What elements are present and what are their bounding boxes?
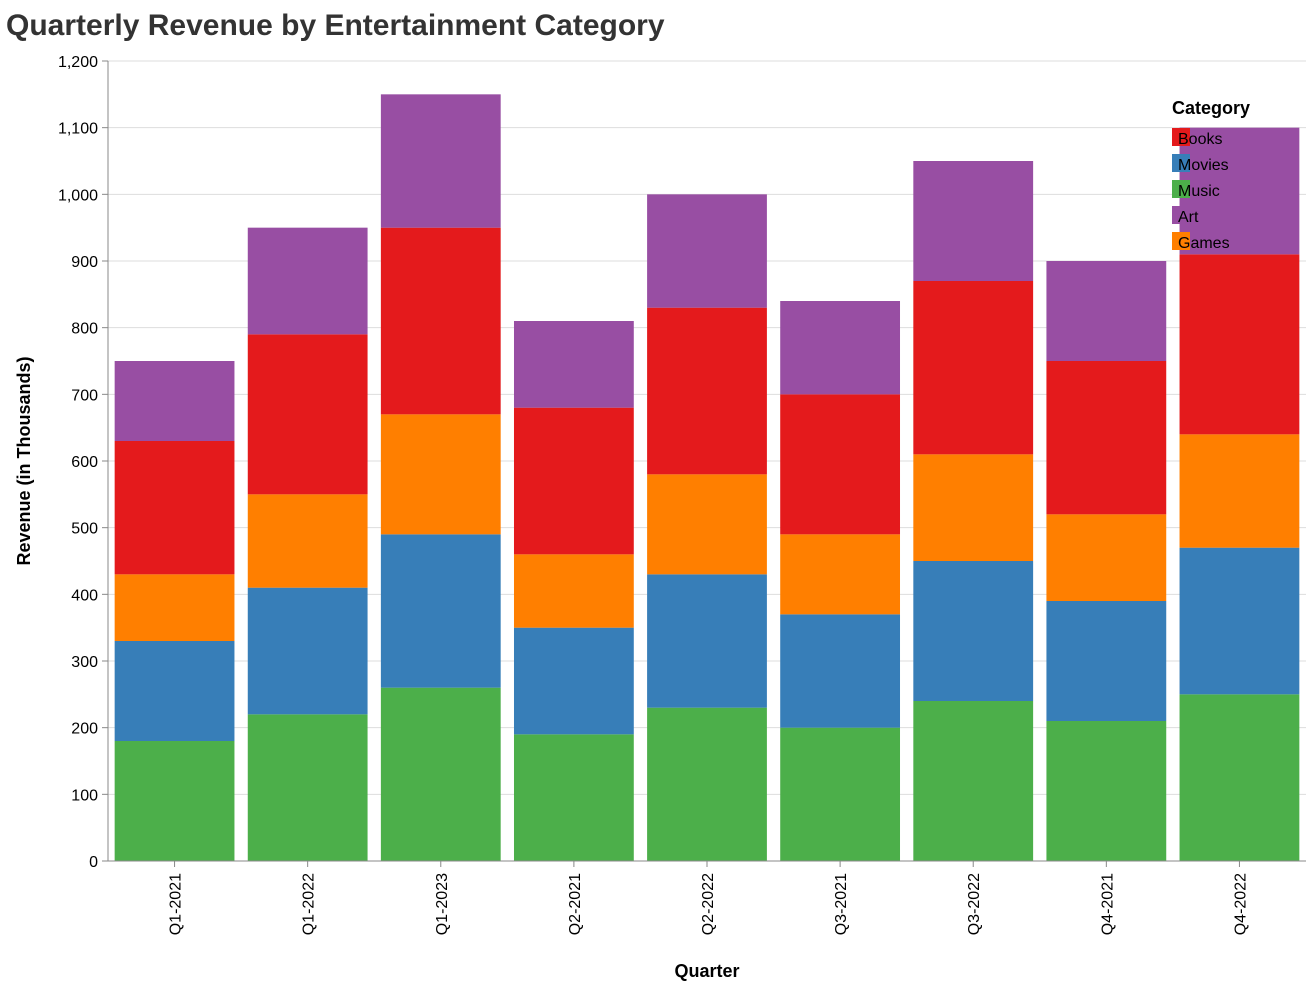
y-tick-label: 800 — [71, 321, 98, 338]
legend-swatch-games — [1172, 232, 1190, 250]
bar-movies — [647, 574, 767, 708]
bar-books — [780, 394, 901, 535]
y-tick-label: 1,000 — [58, 187, 98, 204]
bar-books — [247, 334, 368, 495]
x-tick-label: Q3-2021 — [833, 873, 850, 935]
bar-music — [114, 741, 235, 861]
bar-movies — [247, 587, 368, 715]
bar-movies — [1179, 547, 1300, 695]
y-tick-label: 1,100 — [58, 121, 98, 138]
y-tick-label: 0 — [89, 854, 98, 871]
legend-label-music: Music — [1178, 183, 1220, 200]
bar-books — [1046, 361, 1167, 515]
y-tick-label: 600 — [71, 454, 98, 471]
y-tick-label: 500 — [71, 521, 98, 538]
x-tick-label: Q2-2021 — [567, 873, 584, 935]
bar-games — [513, 554, 634, 628]
bar-books — [114, 441, 235, 575]
bar-books — [913, 281, 1034, 455]
legend-title: Category — [1172, 98, 1250, 118]
bar-games — [780, 534, 901, 615]
bar-books — [380, 227, 501, 415]
bar-movies — [114, 641, 235, 741]
y-axis-title: Revenue (in Thousands) — [14, 356, 34, 565]
x-axis-title: Quarter — [674, 961, 739, 981]
legend: Category Books Movies Music Art Games — [1172, 98, 1250, 252]
bar-music — [913, 701, 1034, 861]
legend-label-books: Books — [1178, 131, 1222, 148]
x-tick-label: Q2-2022 — [700, 873, 717, 935]
bar-music — [247, 714, 368, 861]
bar-movies — [380, 534, 501, 688]
bar-games — [647, 474, 767, 575]
bar-music — [513, 734, 634, 861]
bar-art — [380, 94, 501, 228]
bar-music — [1046, 721, 1167, 861]
y-tick-label: 700 — [71, 387, 98, 404]
y-tick-label: 200 — [71, 721, 98, 738]
x-axis-ticks: Q1-2021 Q1-2022 Q1-2023 Q2-2021 Q2-2022 Q3-20… — [168, 861, 1249, 935]
x-tick-label: Q1-2021 — [168, 873, 185, 935]
bar-art — [647, 194, 767, 308]
bar-music — [1179, 694, 1300, 861]
bar-art — [513, 321, 634, 408]
x-tick-label: Q1-2023 — [434, 873, 451, 935]
chart-title: Quarterly Revenue by Entertainment Categ… — [6, 9, 665, 42]
bar-books — [513, 407, 634, 555]
bar-games — [114, 574, 235, 641]
bar-games — [1179, 434, 1300, 548]
legend-label-games: Games — [1178, 235, 1230, 252]
bar-books — [1179, 254, 1300, 435]
y-tick-label: 300 — [71, 654, 98, 671]
legend-label-art: Art — [1178, 209, 1199, 226]
bar-music — [380, 687, 501, 861]
bar-art — [1046, 261, 1167, 361]
bar-art — [247, 227, 368, 335]
y-tick-label: 100 — [71, 787, 98, 804]
bar-games — [1046, 514, 1167, 601]
bar-movies — [913, 561, 1034, 701]
bar-games — [380, 414, 501, 535]
legend-swatch-books — [1172, 128, 1190, 146]
bar-art — [913, 161, 1034, 281]
bar-books — [647, 307, 767, 475]
legend-swatch-art — [1172, 206, 1190, 224]
bar-movies — [780, 614, 901, 728]
bars — [114, 94, 1300, 861]
bar-games — [913, 454, 1034, 561]
legend-swatch-music — [1172, 180, 1190, 198]
bar-art — [114, 361, 235, 441]
bar-art — [780, 301, 901, 395]
x-tick-label: Q4-2021 — [1099, 873, 1116, 935]
x-tick-label: Q1-2022 — [301, 873, 318, 935]
bar-music — [780, 727, 901, 861]
y-tick-label: 400 — [71, 587, 98, 604]
legend-label-movies: Movies — [1178, 157, 1229, 174]
y-tick-label: 1,200 — [58, 54, 98, 71]
bar-art — [1179, 127, 1300, 255]
bar-movies — [513, 627, 634, 735]
bar-music — [647, 707, 767, 861]
bar-movies — [1046, 601, 1167, 721]
bar-games — [247, 494, 368, 588]
legend-swatch-movies — [1172, 154, 1190, 172]
y-axis-ticks: 0 100 200 300 400 500 600 700 800 900 1,000 1,100 1,… — [58, 54, 108, 871]
y-tick-label: 900 — [71, 254, 98, 271]
x-tick-label: Q3-2022 — [966, 873, 983, 935]
x-tick-label: Q4-2022 — [1232, 873, 1249, 935]
